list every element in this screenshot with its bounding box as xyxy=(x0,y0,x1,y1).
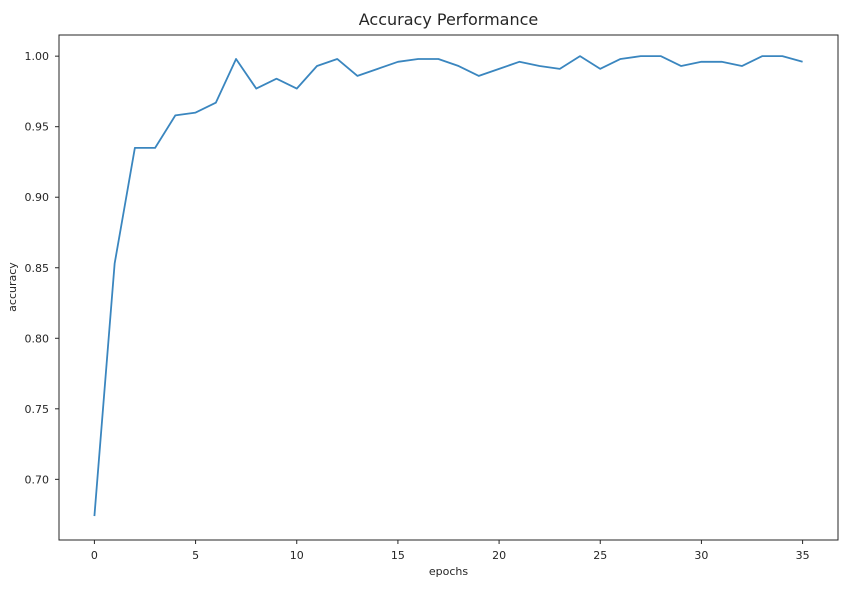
x-tick-label: 25 xyxy=(593,549,607,562)
y-tick-label: 0.70 xyxy=(25,473,50,486)
y-axis-label: accuracy xyxy=(6,262,19,312)
x-tick-label: 15 xyxy=(391,549,405,562)
x-tick-label: 30 xyxy=(694,549,708,562)
x-tick-label: 0 xyxy=(91,549,98,562)
y-tick-label: 0.75 xyxy=(25,403,50,416)
y-tick-label: 0.85 xyxy=(25,262,50,275)
chart-title: Accuracy Performance xyxy=(359,10,539,29)
y-axis: 0.70 0.75 0.80 0.85 0.90 0.95 1.00 xyxy=(25,50,59,486)
y-tick-label: 0.90 xyxy=(25,191,50,204)
x-tick-label: 35 xyxy=(796,549,810,562)
x-axis: 0 5 10 15 20 25 30 35 xyxy=(91,540,810,562)
y-tick-label: 1.00 xyxy=(25,50,50,63)
x-tick-label: 5 xyxy=(192,549,199,562)
series-layer xyxy=(93,55,803,517)
accuracy-line xyxy=(93,55,803,517)
x-tick-label: 20 xyxy=(492,549,506,562)
plot-area xyxy=(58,34,839,541)
y-tick-label: 0.80 xyxy=(25,332,50,345)
x-tick-label: 10 xyxy=(290,549,304,562)
x-axis-label: epochs xyxy=(429,565,468,578)
y-tick-label: 0.95 xyxy=(25,121,50,134)
